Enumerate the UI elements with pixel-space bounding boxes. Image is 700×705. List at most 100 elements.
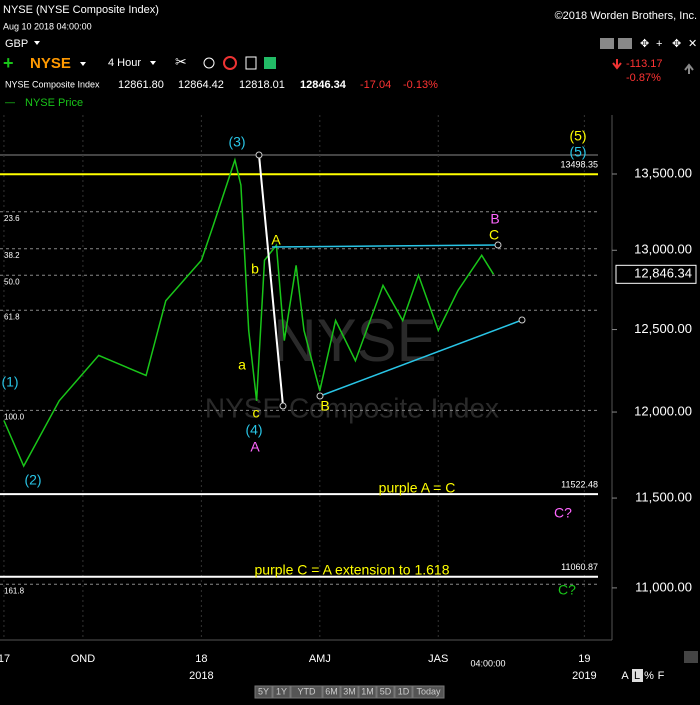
range-buttons: 5Y 1Y YTD 6M 3M 1M 5D 1D Today [254,685,445,699]
trend-line [271,244,499,248]
x-tick-label: 17 [0,653,10,665]
wave-label: C? [554,505,572,521]
cursor-box [466,657,510,671]
handle[interactable] [255,151,263,159]
tool-icon[interactable] [223,56,237,70]
quote-close: 12846.34 [300,79,347,91]
x-year-label: 2018 [189,670,213,682]
handle[interactable] [518,316,526,324]
range-button-label[interactable]: 3M [343,686,356,696]
range-button[interactable] [340,685,359,699]
range-button-label[interactable]: 5Y [258,686,269,696]
wave-label: b [251,261,259,277]
scale-button[interactable]: A [621,670,629,682]
range-button[interactable] [322,685,341,699]
down-arrow [612,59,622,70]
wave-label: B [320,398,329,414]
wave-label: (2) [24,472,41,488]
tool-icon[interactable] [203,57,215,69]
change-pct: -0.87% [626,72,661,84]
x-tick-label: 19 [578,653,590,665]
wave-label: (5) [569,128,586,144]
handle[interactable] [316,392,324,400]
scale-button[interactable]: % [644,670,654,682]
handle[interactable] [494,241,502,249]
icon[interactable]: + [656,38,662,50]
fib-label: 161.8 [4,586,25,595]
tool-icon[interactable]: ✂ [175,54,187,70]
y-tick-label: 13,500.00 [634,165,692,180]
trend-lines [255,151,526,410]
range-button-label[interactable]: Today [416,686,441,696]
wave-label: c [253,405,260,421]
range-button-label[interactable]: 5D [380,686,392,696]
last-price-label: 12,846.34 [634,266,692,281]
range-button-label[interactable]: 6M [325,686,338,696]
scale-button[interactable]: L [634,670,640,682]
level-label: 11522.48 [561,479,598,489]
range-button-label[interactable]: 1Y [276,686,287,696]
range-button[interactable] [290,685,323,699]
quote-low: 12818.01 [239,79,285,91]
datetime: Aug 10 2018 04:00:00 [3,21,92,31]
handle[interactable] [279,402,287,410]
settings-icon [684,651,698,663]
window-title: NYSE (NYSE Composite Index) [3,4,159,16]
range-button-label[interactable]: 1M [361,686,374,696]
range-button-label[interactable]: 1D [398,686,410,696]
range-button[interactable] [412,685,445,699]
add-button[interactable]: + [3,53,14,73]
currency[interactable]: GBP [5,38,28,50]
wave-label: C? [558,582,576,598]
icon[interactable]: ✥ [672,38,681,50]
range-button[interactable] [272,685,291,699]
x-tick-label: OND [71,653,96,665]
change: -113.17 [626,58,663,70]
tool-icon[interactable] [245,56,257,70]
cursor-time: 04:00:00 [470,658,505,668]
range-button-label[interactable]: YTD [298,686,317,696]
level-label-box [546,159,598,171]
top-right-icons: ✥ + ✥ ✕ [600,38,697,50]
wave-label: C [489,227,499,243]
legend-icon: — [5,98,15,109]
level-label: 11060.87 [561,562,598,572]
icon[interactable]: ✕ [688,38,697,50]
symbol[interactable]: NYSE [30,55,71,72]
range-button[interactable] [358,685,377,699]
x-tick-label: JAS [428,653,448,665]
level-label-box [546,479,598,491]
level-label-box [546,561,598,573]
scale-button-bg[interactable] [632,669,643,682]
watermark: NYSE Composite Index [205,392,499,423]
range-button[interactable] [376,685,395,699]
scroll-icon[interactable] [684,63,694,74]
wave-label: purple C = A extension to 1.618 [255,562,450,578]
quote-name: NYSE Composite Index [5,79,100,89]
quote-change: -17.04 [360,79,391,91]
y-tick-label: 12,000.00 [634,403,692,418]
wave-label: A [271,232,281,248]
range-button[interactable] [394,685,413,699]
tool-icon[interactable] [264,57,276,69]
icon[interactable]: ✥ [640,38,649,50]
icon[interactable] [600,38,614,49]
wave-label: (3) [228,134,245,150]
wave-label: (4) [245,422,262,438]
icon[interactable] [618,38,632,49]
quote-open: 12861.80 [118,79,164,91]
interval[interactable]: 4 Hour [108,57,141,69]
settings[interactable] [684,651,698,663]
y-tick-label: 11,000.00 [635,579,692,594]
copyright: ©2018 Worden Brothers, Inc. [555,10,697,22]
range-button[interactable] [254,685,273,699]
wave-label: A [250,439,260,455]
level-label: 13498.35 [560,160,598,170]
last-price-box [615,264,697,284]
quote-high: 12864.42 [178,79,224,91]
x-year-label: 2019 [572,670,596,682]
y-tick-label: 12,500.00 [634,321,692,336]
scale-button[interactable]: F [658,670,665,682]
wave-label: (5) [569,144,586,160]
